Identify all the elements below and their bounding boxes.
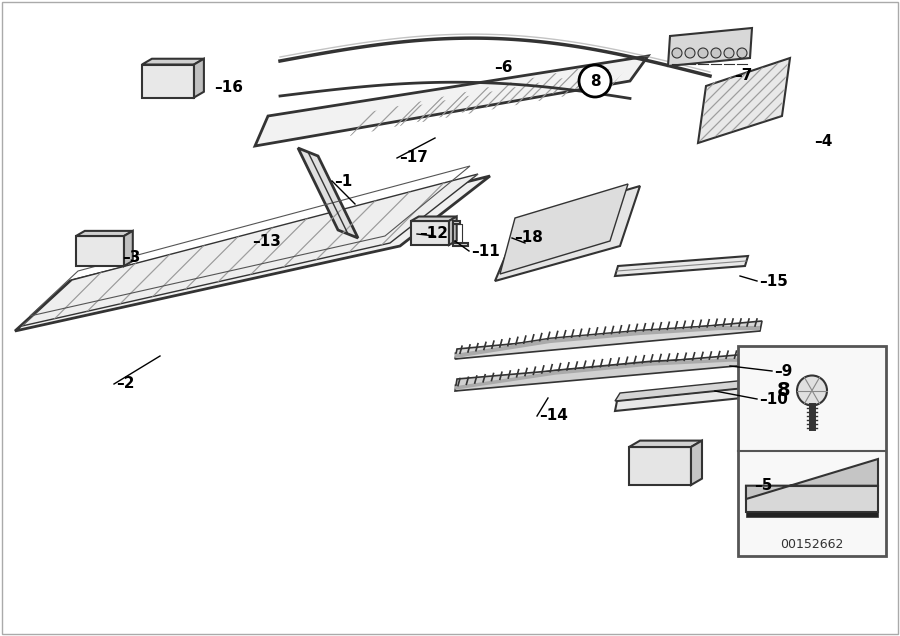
- Text: –17: –17: [399, 151, 427, 165]
- Text: –2: –2: [116, 377, 134, 392]
- Circle shape: [724, 48, 734, 58]
- Polygon shape: [22, 174, 478, 326]
- Polygon shape: [698, 58, 790, 143]
- Polygon shape: [453, 221, 468, 246]
- Polygon shape: [411, 221, 449, 245]
- Polygon shape: [500, 184, 628, 274]
- Text: –14: –14: [539, 408, 568, 424]
- Circle shape: [737, 48, 747, 58]
- Circle shape: [672, 48, 682, 58]
- Text: –13: –13: [252, 233, 281, 249]
- Text: 8: 8: [778, 381, 791, 400]
- Polygon shape: [629, 447, 691, 485]
- Polygon shape: [455, 321, 762, 359]
- Polygon shape: [76, 236, 124, 266]
- Polygon shape: [668, 28, 752, 66]
- Circle shape: [698, 48, 708, 58]
- Polygon shape: [691, 441, 702, 485]
- Text: –7: –7: [734, 69, 752, 83]
- Polygon shape: [615, 380, 747, 401]
- Text: 8: 8: [590, 74, 600, 88]
- Text: –1: –1: [334, 174, 352, 188]
- Bar: [738, 346, 886, 556]
- Polygon shape: [746, 486, 878, 513]
- Circle shape: [685, 48, 695, 58]
- Polygon shape: [495, 186, 640, 281]
- Circle shape: [711, 48, 721, 58]
- Polygon shape: [615, 388, 744, 411]
- Polygon shape: [76, 231, 133, 236]
- Polygon shape: [629, 441, 702, 447]
- Polygon shape: [615, 256, 748, 276]
- Text: –12: –12: [419, 226, 448, 242]
- Polygon shape: [255, 56, 648, 146]
- Text: –11: –11: [471, 244, 500, 258]
- Circle shape: [579, 65, 611, 97]
- Text: –18: –18: [514, 230, 543, 245]
- Polygon shape: [15, 176, 490, 331]
- Text: –6: –6: [494, 60, 512, 76]
- Text: –5: –5: [754, 478, 772, 494]
- Text: –15: –15: [759, 273, 788, 289]
- Text: –9: –9: [774, 364, 792, 378]
- Polygon shape: [142, 64, 194, 97]
- Polygon shape: [449, 216, 456, 245]
- Text: –3: –3: [122, 251, 140, 265]
- Polygon shape: [746, 513, 878, 517]
- Text: 00152662: 00152662: [780, 537, 843, 551]
- Polygon shape: [194, 59, 204, 97]
- Polygon shape: [124, 231, 133, 266]
- Polygon shape: [455, 352, 772, 391]
- Polygon shape: [142, 59, 204, 64]
- Polygon shape: [746, 459, 878, 499]
- Circle shape: [797, 375, 827, 406]
- Text: –16: –16: [214, 81, 243, 95]
- Text: –10: –10: [759, 392, 788, 406]
- Polygon shape: [411, 216, 456, 221]
- Polygon shape: [298, 148, 358, 238]
- Text: –4: –4: [814, 134, 832, 148]
